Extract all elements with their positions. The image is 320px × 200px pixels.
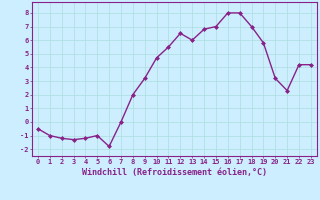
X-axis label: Windchill (Refroidissement éolien,°C): Windchill (Refroidissement éolien,°C): [82, 168, 267, 177]
